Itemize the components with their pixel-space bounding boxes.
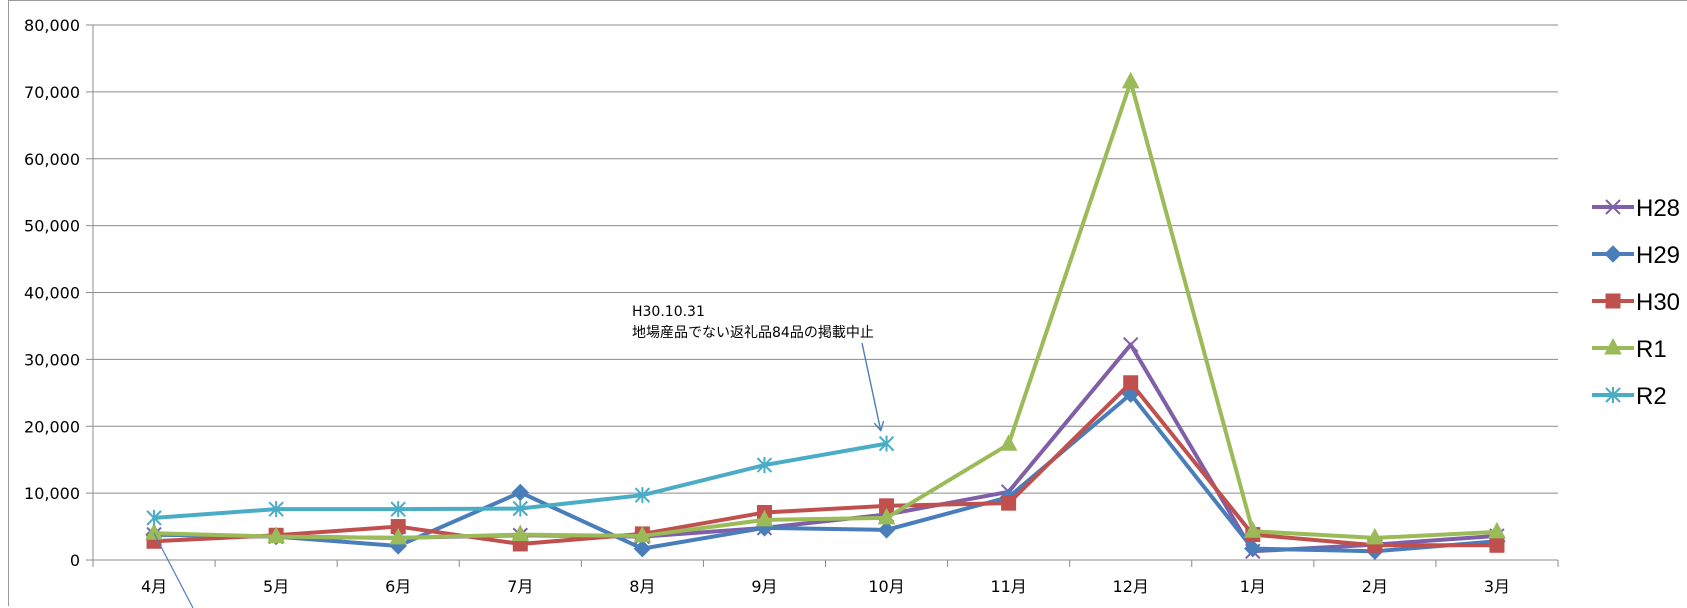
series-line bbox=[154, 392, 1498, 554]
legend-item-H28: H28 bbox=[1592, 195, 1680, 222]
data-point bbox=[877, 507, 896, 525]
x-tick-label: 12月 bbox=[1113, 577, 1149, 596]
series-line bbox=[153, 79, 1498, 540]
y-tick-label: 0 bbox=[70, 551, 80, 570]
y-tick-label: 60,000 bbox=[24, 150, 80, 169]
data-point bbox=[1366, 527, 1384, 545]
series-R2 bbox=[146, 435, 895, 526]
data-point bbox=[511, 524, 530, 542]
data-point bbox=[1123, 375, 1139, 391]
series-line bbox=[153, 380, 1497, 548]
y-tick-label: 10,000 bbox=[24, 484, 80, 503]
chart-frame bbox=[8, 0, 1687, 606]
series-H30 bbox=[146, 375, 1505, 553]
x-tick-label: 11月 bbox=[990, 577, 1026, 596]
data-point bbox=[389, 527, 408, 545]
data-point bbox=[755, 509, 774, 527]
legend-item-H29: H29 bbox=[1592, 242, 1680, 269]
legend-marker bbox=[1604, 245, 1622, 263]
data-point bbox=[390, 501, 406, 518]
data-point bbox=[145, 523, 163, 540]
legend-label: H29 bbox=[1636, 242, 1680, 269]
x-tick-label: 1月 bbox=[1240, 577, 1266, 596]
x-tick-label: 3月 bbox=[1484, 577, 1510, 596]
annotation-line-1: H30.10.31 bbox=[632, 304, 705, 320]
annotation-leader-line bbox=[153, 532, 194, 608]
x-tick-label: 5月 bbox=[263, 577, 289, 596]
data-point bbox=[1121, 71, 1140, 89]
y-tick-label: 80,000 bbox=[24, 16, 80, 35]
axes: 0 10,000 20,000 30,000 40,000 50,000 60,000 70,… bbox=[24, 16, 1559, 596]
legend-label: H28 bbox=[1636, 195, 1680, 222]
legend-marker bbox=[1605, 387, 1621, 403]
annotations: H30.10.31 地場産品でない返礼品84品の掲載中止 bbox=[153, 304, 881, 608]
data-point bbox=[1244, 539, 1262, 558]
y-tick-label: 40,000 bbox=[24, 284, 80, 303]
y-tick-label: 30,000 bbox=[24, 350, 80, 369]
data-point bbox=[268, 501, 284, 518]
x-tick-label: 10月 bbox=[868, 577, 904, 596]
x-tick-label: 6月 bbox=[385, 577, 411, 596]
data-point bbox=[633, 539, 652, 558]
y-tick-label: 20,000 bbox=[24, 417, 80, 436]
data-point bbox=[1243, 521, 1262, 538]
legend-label: R1 bbox=[1636, 336, 1667, 363]
annotation-arrow bbox=[861, 342, 881, 430]
x-tick-label: 7月 bbox=[507, 577, 533, 596]
data-point bbox=[634, 487, 651, 504]
data-point bbox=[1489, 537, 1505, 553]
data-point bbox=[1123, 336, 1139, 353]
legend-label: H30 bbox=[1636, 289, 1680, 316]
legend-item-R2: R2 bbox=[1592, 383, 1667, 410]
y-tick-label: 50,000 bbox=[24, 217, 80, 236]
gridlines bbox=[93, 24, 1558, 494]
legend-item-R1: R1 bbox=[1592, 336, 1667, 363]
x-tick-label: 8月 bbox=[629, 577, 655, 596]
data-point bbox=[512, 500, 528, 517]
data-point bbox=[633, 525, 652, 543]
x-tick-label: 9月 bbox=[751, 577, 777, 596]
series-H28 bbox=[146, 336, 1505, 560]
x-tick-label: 2月 bbox=[1362, 577, 1388, 596]
data-point bbox=[756, 457, 773, 474]
data-point bbox=[1001, 495, 1017, 511]
data-point bbox=[146, 509, 162, 526]
series-lines bbox=[145, 71, 1506, 561]
legend: H28 H29 H30 R1 R2 bbox=[1592, 195, 1680, 410]
data-point bbox=[877, 521, 896, 539]
legend-marker bbox=[1605, 293, 1621, 309]
legend-marker bbox=[1604, 337, 1622, 355]
series-R1 bbox=[145, 71, 1506, 545]
annotation-line-2: 地場産品でない返礼品84品の掲載中止 bbox=[632, 325, 874, 341]
data-point bbox=[511, 483, 529, 502]
data-point bbox=[999, 434, 1018, 451]
x-tick-label: 4月 bbox=[141, 577, 167, 596]
data-point bbox=[1488, 521, 1506, 539]
legend-marker bbox=[1605, 199, 1621, 215]
data-point bbox=[878, 435, 895, 452]
data-point bbox=[267, 526, 285, 544]
legend-label: R2 bbox=[1636, 383, 1667, 410]
y-tick-label: 70,000 bbox=[24, 83, 80, 102]
legend-item-H30: H30 bbox=[1592, 289, 1680, 316]
